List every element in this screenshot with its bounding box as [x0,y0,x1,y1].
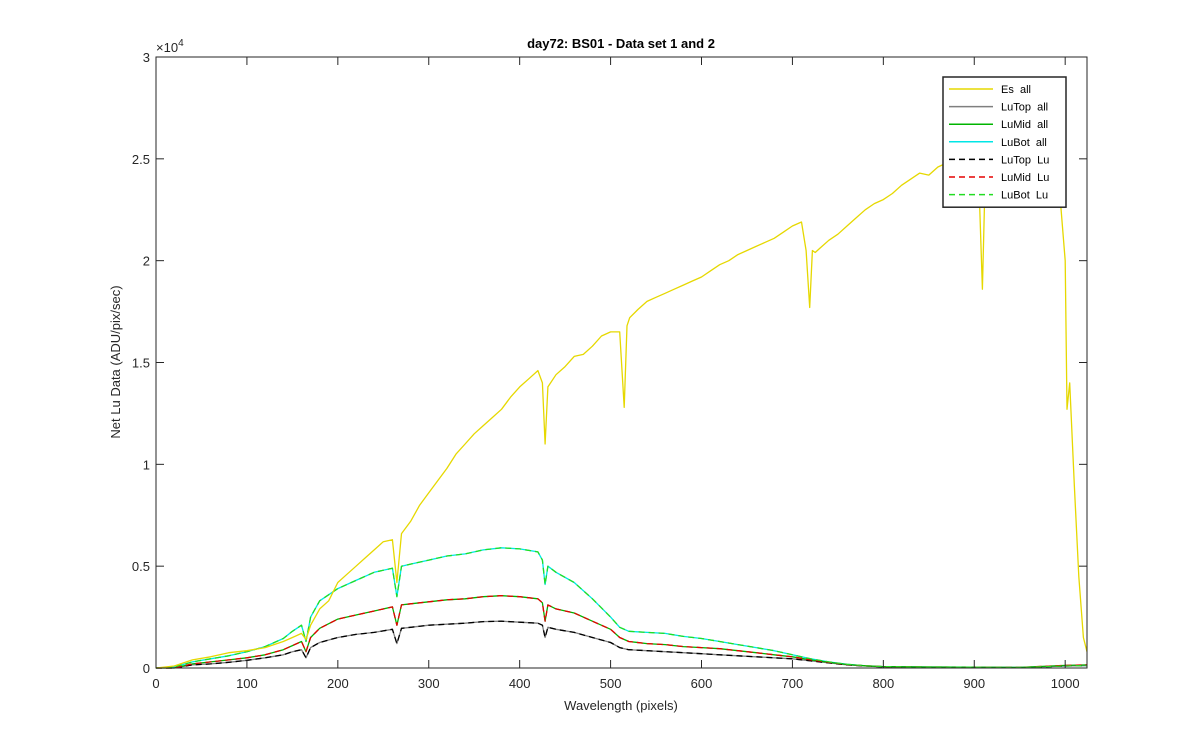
x-tick-label: 800 [872,676,894,691]
y-exponent-base: ×10 [156,40,178,55]
y-tick-label: 0.5 [132,559,150,574]
x-tick-label: 100 [236,676,258,691]
y-exponent-power: 4 [178,38,184,49]
chart-title: day72: BS01 - Data set 1 and 2 [527,36,715,51]
y-tick-label: 0 [143,661,150,676]
x-tick-label: 200 [327,676,349,691]
series-line-4 [156,620,1088,669]
x-tick-label: 500 [600,676,622,691]
x-tick-label: 1000 [1051,676,1080,691]
x-tick-label: 400 [509,676,531,691]
y-tick-label: 2.5 [132,152,150,167]
y-tick-label: 2 [143,254,150,269]
x-tick-label: 900 [963,676,985,691]
legend-entry: LuBot all [1001,137,1047,149]
ticks-layer: 0 100 200 300 400 500 600 700 800 900 1000 0 0.5 1 1.5… [132,50,1087,691]
legend-entry: Es all [1001,84,1031,96]
legend-entry: LuBot Lu [1001,190,1048,202]
legend: Es all LuTop all LuMid all LuBot all LuTop L… [942,76,1067,208]
y-tick-label: 1.5 [132,356,150,371]
x-tick-label: 0 [152,676,159,691]
x-tick-label: 300 [418,676,440,691]
series-line-5 [156,595,1088,669]
x-tick-label: 600 [691,676,713,691]
y-tick-label: 1 [143,457,150,472]
series-line-6 [155,547,1088,669]
legend-entry: LuTop all [1001,102,1048,114]
y-axis-label: Net Lu Data (ADU/pix/sec) [108,285,123,438]
x-axis-label: Wavelength (pixels) [564,698,678,713]
y-exponent-label: ×104 [156,38,184,55]
legend-entry: LuMid all [1001,119,1048,131]
x-tick-label: 700 [782,676,804,691]
legend-entry: LuMid Lu [1001,172,1049,184]
y-tick-label: 3 [143,50,150,65]
legend-entry: LuTop Lu [1001,154,1049,166]
